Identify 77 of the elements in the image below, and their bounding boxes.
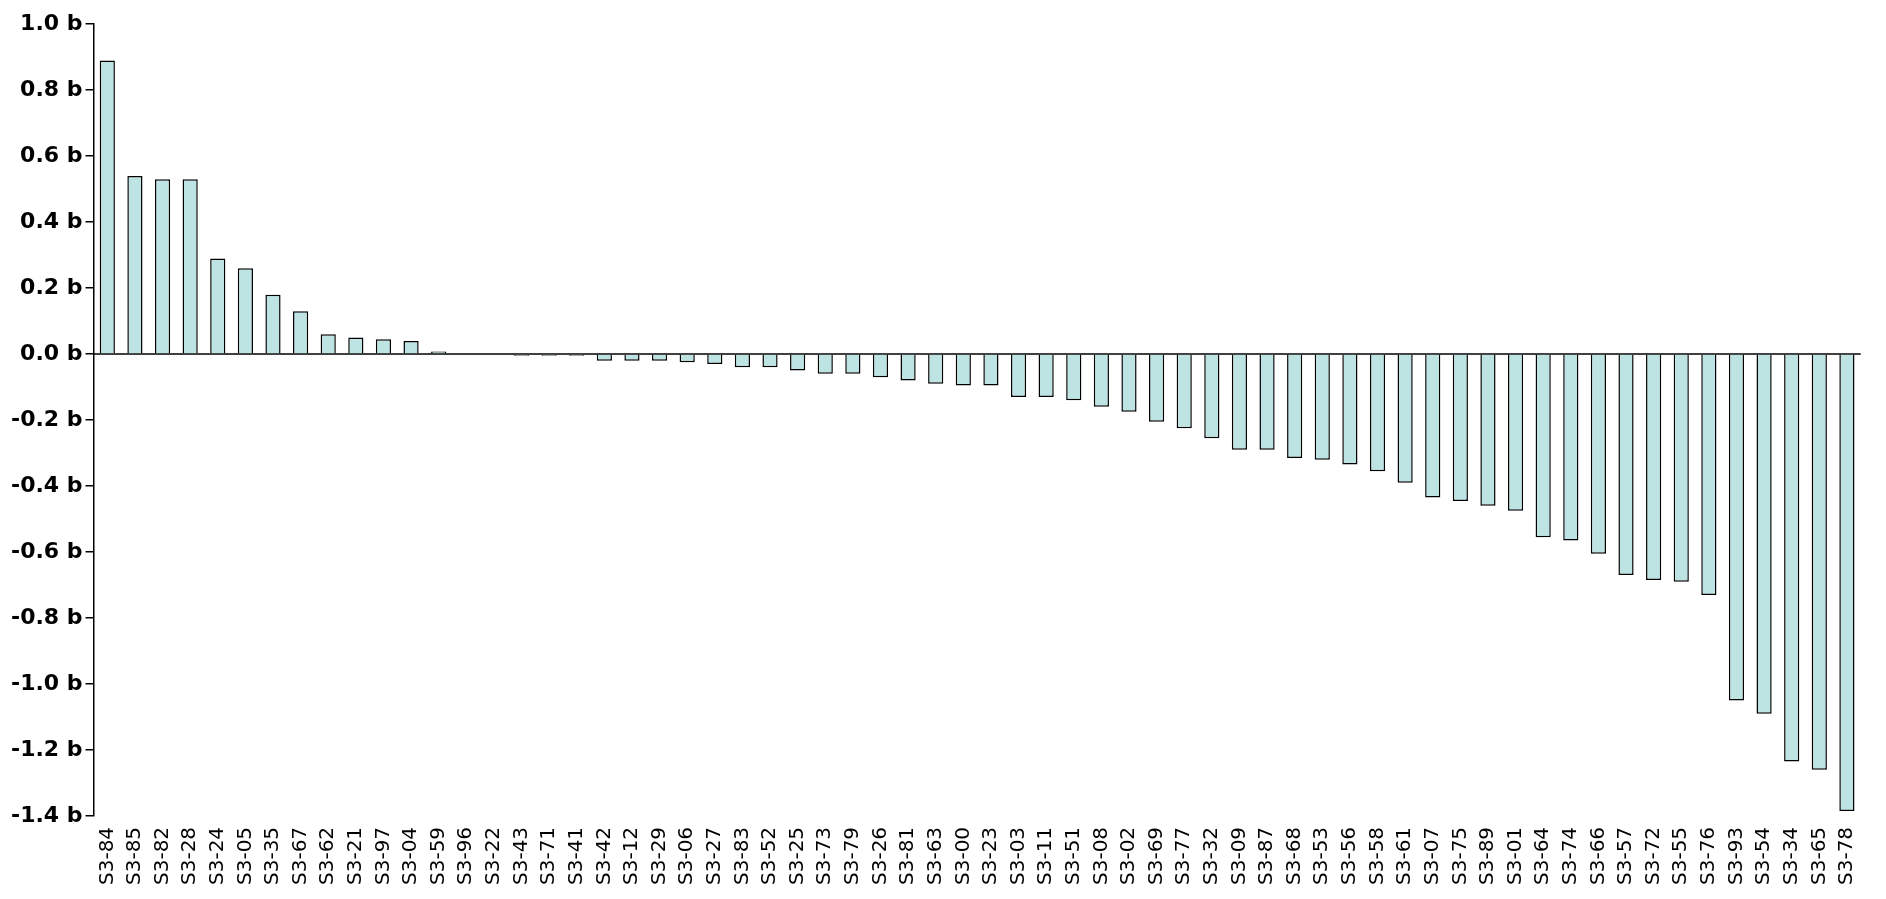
x-tick-label: S3-02 [1115, 826, 1140, 886]
x-tick-label: S3-27 [701, 826, 725, 886]
x-tick-label: S3-06 [673, 826, 698, 886]
x-tick-label: S3-35 [259, 826, 284, 886]
x-tick-label: S3-73 [811, 826, 836, 886]
x-tick-label: S3-11 [1032, 826, 1057, 886]
x-tick-label: S3-74 [1557, 826, 1581, 886]
y-tick-label: 0.0 b [20, 339, 83, 365]
x-tick-label: S3-28 [176, 826, 201, 886]
x-tick-label: S3-56 [1336, 826, 1361, 886]
x-tick-label: S3-84 [93, 826, 118, 886]
x-tick-label: S3-58 [1363, 826, 1388, 886]
x-tick-label: S3-62 [314, 826, 339, 886]
x-tick-label: S3-65 [1805, 826, 1830, 886]
y-tick-label: -0.6 b [11, 537, 83, 563]
x-tick-label: S3-22 [480, 826, 505, 886]
x-tick-label: S3-93 [1722, 826, 1747, 886]
x-tick-label: S3-78 [1833, 826, 1858, 886]
y-tick-label: -1.2 b [11, 735, 83, 761]
x-tick-label: S3-63 [921, 826, 946, 886]
x-tick-label: S3-55 [1667, 826, 1692, 886]
y-tick-label: 0.2 b [20, 273, 83, 299]
y-tick-label: 0.4 b [20, 207, 83, 233]
x-tick-label: S3-07 [1418, 826, 1443, 886]
x-tick-label: S3-64 [1529, 826, 1554, 886]
x-tick-label: S3-71 [535, 826, 560, 886]
y-tick-label: 1.0 b [20, 9, 83, 35]
x-tick-label: S3-43 [507, 826, 532, 886]
y-tick-label: 0.8 b [20, 75, 83, 101]
x-tick-label: S3-66 [1584, 826, 1609, 886]
x-tick-label: S3-81 [894, 826, 919, 886]
x-tick-label: S3-76 [1695, 826, 1720, 886]
x-tick-label: S3-24 [203, 826, 228, 886]
x-tick-label: S3-29 [645, 826, 670, 886]
x-tick-label: S3-34 [1777, 826, 1802, 886]
x-tick-label: S3-00 [949, 826, 974, 886]
x-tick-label: S3-79 [839, 826, 864, 886]
y-tick-label: -0.8 b [11, 603, 83, 629]
x-tick-label: S3-12 [618, 826, 643, 886]
x-tick-label: S3-23 [977, 826, 1002, 886]
x-tick-label: S3-05 [231, 826, 256, 886]
x-tick-label: S3-96 [452, 826, 477, 886]
x-tick-label: S3-53 [1308, 826, 1333, 886]
x-tick-label: S3-67 [286, 826, 311, 886]
x-tick-label: S3-09 [1225, 826, 1250, 886]
x-tick-label: S3-82 [148, 826, 173, 886]
x-tick-label: S3-21 [342, 826, 367, 886]
x-tick-label: S3-52 [756, 826, 781, 886]
y-tick-label: -0.4 b [11, 471, 83, 497]
y-tick-label: -1.0 b [11, 669, 83, 695]
x-tick-label: S3-03 [1004, 826, 1029, 886]
x-tick-label: S3-89 [1474, 826, 1499, 886]
x-tick-label: S3-54 [1750, 826, 1775, 886]
x-tick-label: S3-87 [1253, 826, 1278, 886]
x-tick-label: S3-51 [1059, 826, 1084, 886]
x-tick-label: S3-72 [1639, 826, 1664, 886]
x-tick-label: S3-04 [397, 826, 422, 886]
x-tick-label: S3-75 [1446, 826, 1471, 886]
x-tick-label: S3-26 [866, 826, 891, 886]
x-tick-label: S3-41 [562, 826, 587, 886]
x-tick-label: S3-77 [1170, 826, 1195, 886]
x-tick-label: S3-83 [728, 826, 753, 886]
x-tick-label: S3-85 [121, 826, 146, 886]
x-tick-label: S3-32 [1198, 826, 1223, 886]
x-tick-label: S3-42 [590, 826, 615, 886]
y-tick-label: -1.4 b [11, 801, 83, 827]
x-tick-label: S3-68 [1280, 826, 1305, 886]
x-tick-label: S3-25 [783, 826, 808, 886]
x-tick-label: S3-01 [1501, 826, 1526, 886]
x-tick-label: S3-57 [1612, 826, 1637, 886]
x-tick-label: S3-97 [369, 826, 394, 886]
y-tick-label: -0.2 b [11, 405, 83, 431]
x-tick-label: S3-59 [424, 826, 449, 886]
x-tick-label: S3-69 [1142, 826, 1167, 886]
x-tick-label: S3-61 [1391, 826, 1416, 886]
y-tick-label: 0.6 b [20, 141, 83, 167]
x-tick-label: S3-08 [1087, 826, 1112, 886]
